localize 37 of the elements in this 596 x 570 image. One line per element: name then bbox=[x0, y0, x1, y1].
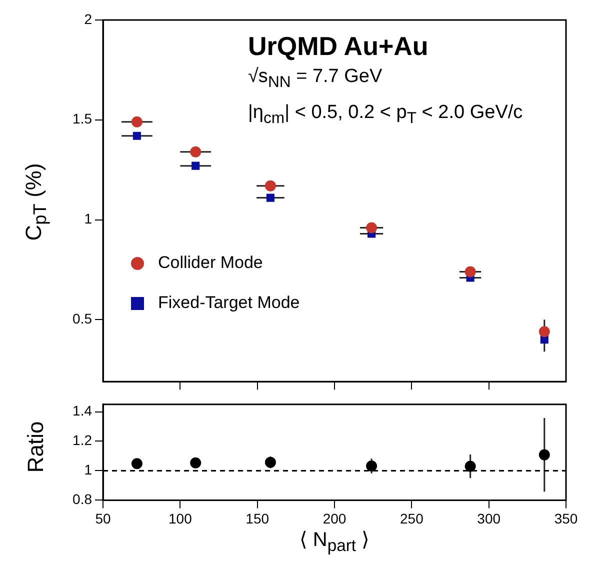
point bbox=[538, 449, 550, 460]
y-tick-label: 1.4 bbox=[72, 402, 92, 419]
legend-label: Collider Mode bbox=[158, 253, 263, 273]
point bbox=[131, 458, 142, 470]
point bbox=[190, 457, 202, 468]
y-tick-label: 1 bbox=[84, 210, 92, 227]
x-tick-label: 250 bbox=[400, 510, 424, 526]
point bbox=[464, 460, 476, 472]
point bbox=[132, 132, 141, 140]
x-tick-label: 100 bbox=[168, 510, 192, 526]
y-tick-label: 2 bbox=[84, 10, 92, 27]
point bbox=[131, 116, 142, 128]
point bbox=[366, 460, 378, 472]
annotation: √s$_{NN}$ = 7.7 GeV bbox=[248, 65, 384, 93]
point bbox=[366, 222, 378, 234]
x-tick-label: 50 bbox=[95, 510, 111, 526]
y-tick-label: 0.5 bbox=[72, 310, 92, 327]
y-tick-label: 0.8 bbox=[72, 491, 92, 508]
x-axis-title: ⟨ N$_{part}$ ⟩ bbox=[298, 528, 371, 557]
legend-label: Fixed-Target Mode bbox=[158, 293, 300, 313]
y-tick-label: 1.5 bbox=[72, 110, 92, 127]
x-tick-label: 300 bbox=[477, 510, 501, 526]
point bbox=[192, 162, 200, 170]
point bbox=[264, 456, 276, 468]
point bbox=[266, 194, 274, 202]
point bbox=[264, 180, 276, 192]
y-tick-label: 1.2 bbox=[72, 432, 92, 448]
y-axis-title: Ratio bbox=[23, 421, 49, 473]
annotation: UrQMD Au+Au bbox=[248, 30, 430, 62]
x-tick-label: 350 bbox=[554, 510, 578, 526]
y-tick-label: 1 bbox=[84, 462, 92, 478]
annotation: |η$_{cm}$| < 0.5, 0.2 < p$_{T}$ < 2.0 GeV/c bbox=[248, 100, 523, 129]
point bbox=[464, 266, 476, 278]
x-tick-label: 150 bbox=[246, 510, 270, 526]
point bbox=[190, 146, 202, 158]
point bbox=[538, 326, 550, 338]
x-tick-label: 200 bbox=[322, 510, 346, 526]
